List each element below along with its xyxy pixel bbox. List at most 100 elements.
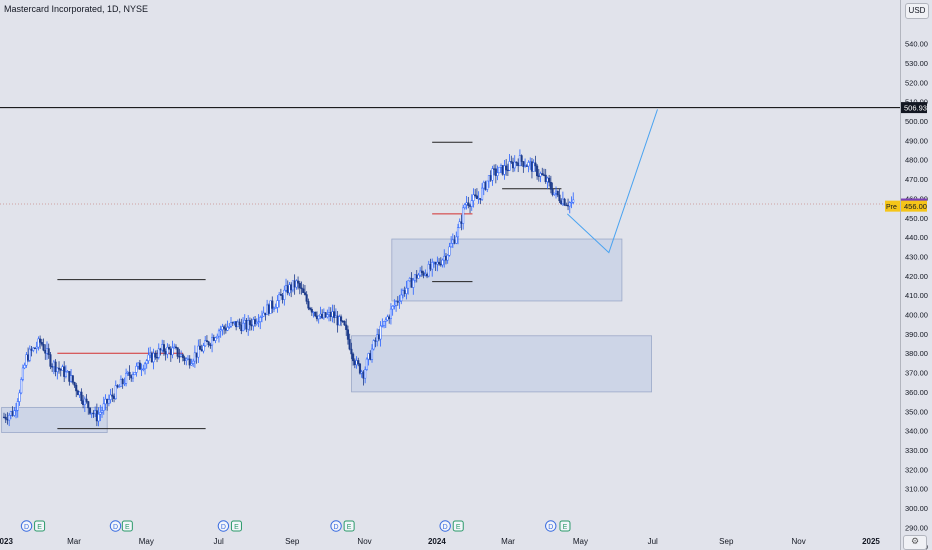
candle-body	[45, 348, 49, 354]
candle-body	[168, 346, 171, 350]
candle-body	[190, 363, 193, 366]
candle-body	[413, 274, 417, 281]
candle-body	[271, 300, 274, 309]
candle-body	[198, 345, 202, 350]
dividend-marker-shape	[330, 520, 342, 532]
candle-body	[143, 363, 147, 370]
candle-body	[572, 199, 575, 203]
y-tick-label: 410.00	[905, 291, 928, 300]
candle-body	[54, 361, 57, 373]
candle-body	[193, 352, 196, 362]
candle-body	[508, 161, 511, 171]
candle-body	[138, 362, 141, 370]
candle-body	[410, 278, 413, 288]
candle-body	[126, 371, 129, 374]
candle-body	[324, 312, 327, 318]
candle-body	[524, 165, 527, 167]
candle-body	[233, 321, 236, 323]
candle-body	[16, 401, 19, 411]
candle-body	[408, 278, 411, 282]
candle-body	[503, 165, 506, 175]
currency-button[interactable]: USD	[905, 3, 929, 19]
candle-body	[386, 316, 389, 321]
candle-body	[527, 162, 530, 167]
candle-body	[264, 312, 267, 316]
candle-body	[384, 319, 387, 322]
y-tick-label: 360.00	[905, 388, 928, 397]
candle-body	[517, 162, 520, 167]
candle-body	[286, 285, 289, 294]
candle-body	[250, 324, 253, 327]
y-tick-label: 340.00	[905, 427, 928, 436]
candle-body	[195, 352, 198, 358]
candle-body	[309, 307, 312, 310]
marker-label: D	[334, 524, 339, 531]
price-chart[interactable]: DEDEDEDEDEDE2023MarMayJulSepNov2024MarMa…	[0, 0, 900, 550]
candle-body	[97, 413, 100, 422]
candle-body	[70, 375, 73, 382]
y-tick-label: 490.00	[905, 136, 928, 145]
candle-body	[511, 162, 515, 169]
dividend-marker-shape	[109, 520, 122, 532]
candle-body	[422, 272, 425, 276]
candle-body	[546, 177, 549, 182]
price-axis[interactable]: 540.00530.00520.00510.00500.00490.00480.…	[900, 0, 932, 550]
candle-body	[419, 270, 422, 276]
earnings-marker-shape	[343, 520, 355, 532]
candle-body	[443, 255, 446, 261]
candle-body	[83, 398, 86, 406]
candle-body	[51, 366, 54, 368]
candle-body	[217, 330, 221, 337]
candle-body	[75, 384, 78, 392]
candle-body	[18, 392, 21, 402]
earnings-marker: E	[343, 520, 355, 532]
candle-body	[389, 308, 392, 319]
marker-label: E	[125, 524, 130, 531]
candle-body	[434, 261, 437, 265]
candle-body	[262, 312, 265, 317]
dividend-marker: D	[20, 520, 33, 532]
candle-body	[570, 201, 573, 204]
candle-body	[381, 325, 384, 327]
candle-body	[333, 311, 336, 318]
candle-body	[536, 165, 539, 177]
candle-body	[205, 340, 208, 343]
candle-body	[465, 202, 468, 206]
candle-body	[568, 202, 571, 207]
candle-body	[145, 360, 148, 365]
candle-body	[186, 358, 190, 360]
candle-body	[171, 347, 174, 356]
y-tick-label: 520.00	[905, 78, 928, 87]
candle-body	[458, 221, 461, 228]
candle-body	[238, 321, 241, 326]
pre-tag-label: Pre	[886, 204, 897, 211]
candle-body	[396, 301, 399, 303]
candle-body	[33, 347, 37, 350]
candle-body	[374, 340, 377, 342]
candle-body	[68, 371, 71, 382]
candle-body	[119, 379, 122, 387]
candle-body	[317, 315, 320, 320]
candle-body	[417, 274, 420, 279]
candle-body	[243, 320, 246, 324]
candle-body	[393, 305, 396, 307]
candle-body	[35, 346, 38, 349]
candle-body	[444, 255, 448, 261]
candle-body	[223, 326, 226, 329]
settings-gear-icon[interactable]: ⚙	[903, 535, 927, 550]
candle-body	[135, 365, 138, 373]
candle-body	[401, 290, 405, 296]
candle-body	[529, 161, 532, 163]
candle-body	[453, 239, 456, 244]
candle-body	[322, 312, 325, 319]
candle-body	[154, 352, 157, 358]
candle-body	[353, 360, 356, 366]
candle-body	[150, 352, 153, 363]
candle-body	[345, 324, 348, 330]
candle-body	[241, 322, 245, 332]
x-tick-label: Mar	[67, 537, 81, 546]
dividend-marker-shape	[217, 520, 230, 532]
premarket-badge-background	[901, 200, 927, 212]
candle-body	[470, 200, 473, 207]
candle-body	[99, 412, 102, 415]
